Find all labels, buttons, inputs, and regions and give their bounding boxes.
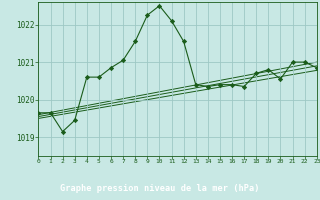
Text: Graphe pression niveau de la mer (hPa): Graphe pression niveau de la mer (hPa) — [60, 184, 260, 193]
